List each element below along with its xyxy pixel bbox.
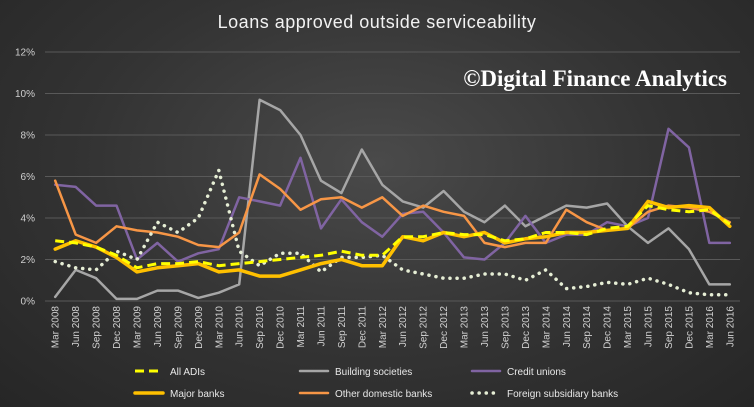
legend-label-other-domestic-banks: Other domestic banks xyxy=(335,389,432,400)
y-tick-label: 6% xyxy=(21,172,36,183)
x-tick-label: Dec 2011 xyxy=(357,306,368,349)
x-tick-label: Sep 2012 xyxy=(419,306,430,349)
y-tick-label: 10% xyxy=(15,89,35,100)
y-tick-label: 2% xyxy=(21,255,36,266)
x-tick-label: Jun 2010 xyxy=(235,306,246,348)
x-tick-label: Dec 2014 xyxy=(603,306,614,349)
x-tick-label: Jun 2013 xyxy=(480,306,491,348)
y-axis-ticks: 0% 2% 4% 6% 8% 10% 12% xyxy=(15,48,35,308)
series-line-building-societies xyxy=(53,98,732,301)
series-line-all-adis xyxy=(55,204,731,270)
x-tick-label: Mar 2011 xyxy=(296,306,307,348)
x-tick-label: Jun 2014 xyxy=(562,306,573,348)
legend-label-major-banks: Major banks xyxy=(170,389,224,400)
y-tick-label: 8% xyxy=(21,131,36,142)
x-tick-label: Sep 2015 xyxy=(664,306,675,349)
x-tick-label: Mar 2015 xyxy=(623,306,634,349)
x-tick-label: Sep 2011 xyxy=(337,306,348,349)
y-tick-label: 12% xyxy=(15,48,35,59)
legend-label-foreign-subsidiary-banks: Foreign subsidiary banks xyxy=(507,389,618,400)
legend-label-credit-unions: Credit unions xyxy=(507,367,566,378)
series-lines xyxy=(53,98,732,301)
x-tick-label: Jun 2011 xyxy=(316,306,327,347)
x-tick-label: Dec 2008 xyxy=(112,306,123,349)
series-line-other-domestic-banks xyxy=(53,173,732,249)
gridlines xyxy=(45,51,740,302)
x-tick-label: Jun 2015 xyxy=(644,306,655,348)
x-tick-label: Mar 2010 xyxy=(214,306,225,349)
x-tick-label: Sep 2010 xyxy=(255,306,266,349)
watermark-text: ©Digital Finance Analytics xyxy=(463,66,727,91)
x-tick-label: Mar 2008 xyxy=(51,306,62,349)
x-tick-label: Jun 2009 xyxy=(153,306,164,348)
x-axis-ticks: Mar 2008 Jun 2008 Sep 2008 Dec 2008 Mar 2009… xyxy=(51,306,737,349)
chart-title: Loans approved outside serviceability xyxy=(218,12,537,32)
x-tick-label: Dec 2010 xyxy=(276,306,287,349)
x-tick-label: Sep 2013 xyxy=(500,306,511,349)
x-tick-label: Jun 2016 xyxy=(725,306,736,348)
x-tick-label: Dec 2015 xyxy=(684,306,695,349)
series-line-credit-unions xyxy=(53,127,732,263)
x-tick-label: Mar 2012 xyxy=(378,306,389,349)
legend: All ADIs Building societies Credit unions M… xyxy=(133,367,618,400)
series-line-foreign-subsidiary-banks xyxy=(53,168,732,297)
x-tick-label: Dec 2012 xyxy=(439,306,450,349)
x-tick-label: Sep 2014 xyxy=(582,306,593,349)
x-tick-label: Sep 2008 xyxy=(92,306,103,349)
y-tick-label: 0% xyxy=(21,297,36,308)
series-line-major-banks xyxy=(53,199,732,278)
x-tick-label: Mar 2009 xyxy=(132,306,143,349)
x-tick-label: Jun 2012 xyxy=(398,306,409,348)
x-tick-label: Mar 2013 xyxy=(460,306,471,349)
legend-label-building-societies: Building societies xyxy=(335,367,412,378)
x-tick-label: Mar 2014 xyxy=(541,306,552,349)
legend-label-all-adis: All ADIs xyxy=(170,367,205,378)
x-tick-label: Sep 2009 xyxy=(173,306,184,349)
x-tick-label: Dec 2009 xyxy=(194,306,205,349)
x-tick-label: Dec 2013 xyxy=(521,306,532,349)
y-tick-label: 4% xyxy=(21,214,36,225)
x-tick-label: Jun 2008 xyxy=(71,306,82,348)
x-tick-label: Mar 2016 xyxy=(705,306,716,349)
